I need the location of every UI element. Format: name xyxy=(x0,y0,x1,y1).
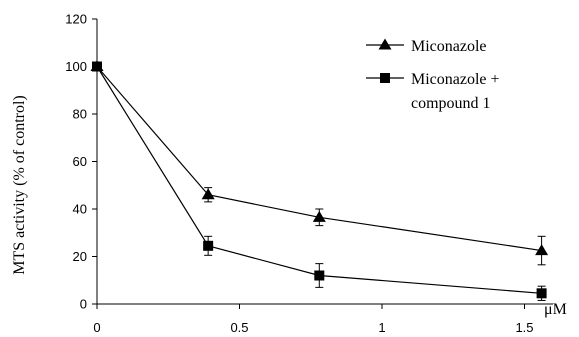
y-tick-label: 120 xyxy=(65,12,87,27)
legend-label-miconazole: Miconazole xyxy=(411,38,487,55)
triangle-marker xyxy=(312,210,326,222)
y-tick-label: 100 xyxy=(65,59,87,74)
axes xyxy=(92,18,553,309)
y-tick-label: 40 xyxy=(73,202,87,217)
square-marker xyxy=(380,73,390,83)
legend-item-miconazole: Miconazole xyxy=(366,38,487,55)
square-marker xyxy=(314,270,325,281)
data-series xyxy=(90,60,549,301)
square-marker xyxy=(203,240,214,251)
x-tick-label: 1 xyxy=(378,320,385,335)
y-tick-label: 0 xyxy=(80,297,87,312)
legend-label-line: compound 1 xyxy=(411,95,491,112)
y-tick-label: 20 xyxy=(73,249,87,264)
x-tick-label: 0 xyxy=(93,320,100,335)
x-axis-unit-label: μM xyxy=(544,301,567,318)
triangle-marker xyxy=(535,244,549,256)
series-miconazole-plus-compound-1 xyxy=(92,61,547,301)
triangle-marker xyxy=(201,188,215,200)
triangle-marker xyxy=(378,38,392,50)
legend-item-miconazole-plus-compound-1: Miconazole + compound 1 xyxy=(366,71,500,112)
square-marker xyxy=(536,288,547,299)
series-line xyxy=(96,66,542,252)
legend-label-line: Miconazole + xyxy=(411,71,500,88)
y-tick-labels: 0 20 40 60 80 100 120 xyxy=(65,12,87,312)
x-tick-label: 1.5 xyxy=(515,320,533,335)
series-line xyxy=(96,66,542,294)
x-tick-labels: 0 0.5 1 1.5 xyxy=(93,320,533,335)
series-miconazole xyxy=(90,60,549,266)
square-marker xyxy=(92,61,102,72)
y-tick-label: 80 xyxy=(73,107,87,122)
legend: Miconazole Miconazole + compound 1 xyxy=(366,38,500,112)
y-axis-label: MTS activity (% of control) xyxy=(11,95,28,275)
y-tick-label: 60 xyxy=(73,154,87,169)
x-tick-label: 0.5 xyxy=(230,320,248,335)
